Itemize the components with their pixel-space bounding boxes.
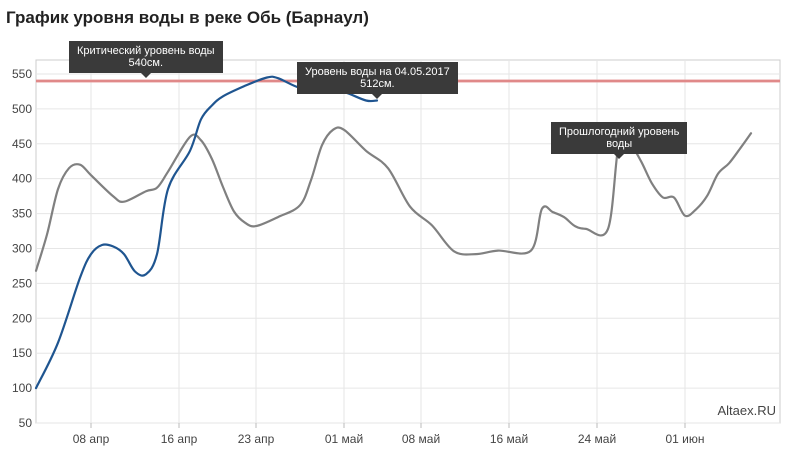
tooltip-last-year-line1: Прошлогодний уровень [559,126,680,138]
x-axis-ticks: 08 апр 16 апр 23 апр 01 май 08 май 16 май 24 м… [73,432,705,446]
tooltip-critical-level: Критический уровень воды 540см. [69,41,223,73]
grid-lines [35,59,781,428]
tooltip-last-year: Прошлогодний уровень воды [551,122,688,154]
y-tick-label: 250 [12,276,32,290]
series-line-current [34,75,379,390]
y-tick-label: 500 [12,102,32,116]
series-line-last-year [34,126,753,272]
y-tick-label: 350 [12,207,32,221]
chart-title: График уровня воды в реке Обь (Барнаул) [6,8,369,27]
y-tick-label: 550 [12,67,32,81]
tooltip-current-line1: Уровень воды на 04.05.2017 [305,66,450,78]
x-tick-label: 23 апр [238,432,275,446]
y-axis-ticks: 50 100 150 200 250 300 350 400 450 500 550 [12,67,32,430]
tooltip-last-year-line2: воды [606,138,633,150]
tooltip-current-pointer [372,94,382,99]
y-tick-label: 150 [12,346,32,360]
tooltip-critical-line1: Критический уровень воды [77,45,215,57]
tooltip-critical-pointer [141,73,151,78]
plot-frame [35,59,781,424]
y-tick-label: 400 [12,172,32,186]
y-tick-label: 450 [12,137,32,151]
x-tick-label: 16 апр [161,432,198,446]
x-tick-label: 16 май [490,432,528,446]
y-tick-label: 200 [12,311,32,325]
y-tick-label: 100 [12,381,32,395]
tooltip-current-line2: 512см. [360,78,395,90]
x-tick-label: 01 июн [665,432,704,446]
x-tick-label: 08 апр [73,432,110,446]
x-tick-label: 01 май [325,432,363,446]
tooltip-last-year-pointer [614,154,624,159]
x-tick-label: 08 май [402,432,440,446]
watermark: Altaex.RU [717,403,776,418]
tooltip-critical-line2: 540см. [128,57,164,69]
y-tick-label: 50 [19,416,33,430]
x-tick-label: 24 май [578,432,616,446]
tooltip-current-level: Уровень воды на 04.05.2017 512см. [297,62,458,94]
y-tick-label: 300 [12,241,32,255]
